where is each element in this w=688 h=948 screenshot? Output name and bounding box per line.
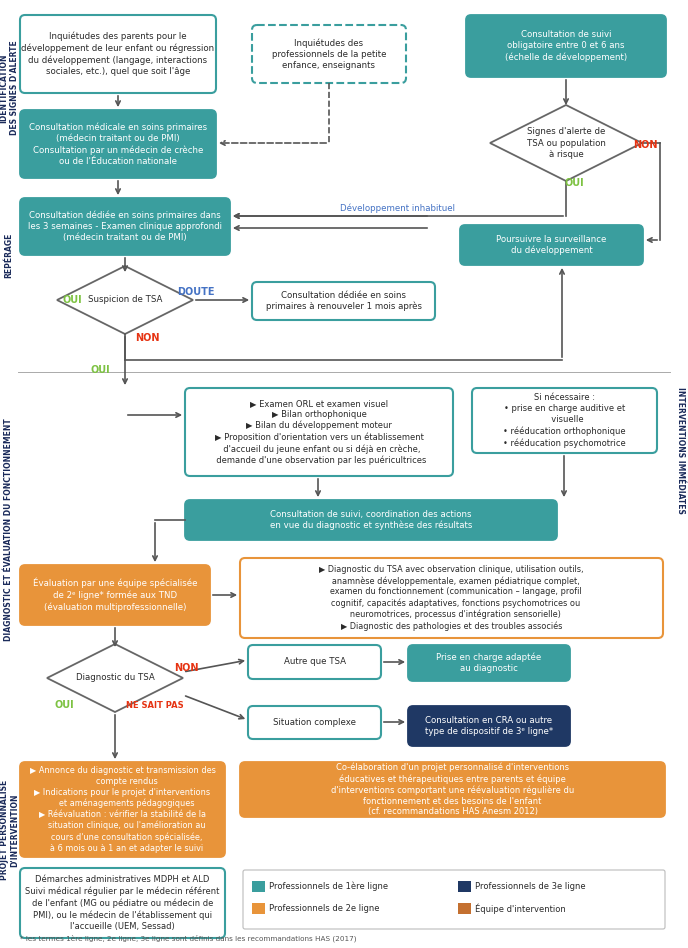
Text: NON: NON: [135, 333, 159, 343]
FancyBboxPatch shape: [408, 645, 570, 681]
Text: Professionnels de 3e ligne: Professionnels de 3e ligne: [475, 882, 585, 891]
Text: OUI: OUI: [54, 700, 74, 710]
Text: DIAGNOSTIC ET ÉVALUATION DU FONCTIONNEMENT: DIAGNOSTIC ET ÉVALUATION DU FONCTIONNEME…: [5, 419, 14, 642]
Text: Consultation en CRA ou autre
type de dispositif de 3ᵉ ligne*: Consultation en CRA ou autre type de dis…: [425, 716, 553, 736]
Bar: [252, 881, 265, 892]
FancyBboxPatch shape: [472, 388, 657, 453]
FancyBboxPatch shape: [20, 762, 225, 857]
FancyBboxPatch shape: [20, 110, 216, 178]
FancyBboxPatch shape: [185, 500, 557, 540]
FancyBboxPatch shape: [20, 15, 216, 93]
Text: Professionnels de 1ère ligne: Professionnels de 1ère ligne: [269, 882, 388, 891]
Text: Inquiétudes des parents pour le
développement de leur enfant ou régression
du dé: Inquiétudes des parents pour le développ…: [21, 32, 215, 76]
Text: * les termes 1ère ligne, 2e ligne, 3e ligne sont définis dans les recommandation: * les termes 1ère ligne, 2e ligne, 3e li…: [20, 934, 356, 941]
FancyBboxPatch shape: [240, 558, 663, 638]
Text: INTERVENTIONS IMMÉDIATES: INTERVENTIONS IMMÉDIATES: [676, 387, 685, 514]
Text: Signes d'alerte de
TSA ou population
à risque: Signes d'alerte de TSA ou population à r…: [526, 127, 605, 158]
Bar: [458, 903, 471, 914]
FancyBboxPatch shape: [408, 706, 570, 746]
FancyBboxPatch shape: [240, 762, 665, 817]
FancyBboxPatch shape: [248, 706, 381, 739]
Text: PROJET PERSONNALISÉ
D'INTERVENTION: PROJET PERSONNALISÉ D'INTERVENTION: [0, 780, 19, 880]
Text: Si nécessaire :
• prise en charge auditive et
  visuelle
• rééducation orthophon: Si nécessaire : • prise en charge auditi…: [503, 393, 626, 447]
Text: Démarches administratives MDPH et ALD
Suivi médical régulier par le médecin réfé: Démarches administratives MDPH et ALD Su…: [25, 875, 219, 931]
Text: NON: NON: [174, 663, 198, 673]
Text: ▶ Examen ORL et examen visuel
▶ Bilan orthophonique
▶ Bilan du développement mot: ▶ Examen ORL et examen visuel ▶ Bilan or…: [211, 399, 427, 465]
Text: Consultation médicale en soins primaires
(médecin traitant ou de PMI)
Consultati: Consultation médicale en soins primaires…: [29, 122, 207, 166]
Text: Consultation de suivi
obligatoire entre 0 et 6 ans
(échelle de développement): Consultation de suivi obligatoire entre …: [505, 30, 627, 62]
Text: Poursuivre la surveillance
du développement: Poursuivre la surveillance du développem…: [496, 234, 607, 255]
FancyBboxPatch shape: [20, 198, 230, 255]
Text: OUI: OUI: [62, 295, 82, 305]
Text: Inquiétudes des
professionnels de la petite
enfance, enseignants: Inquiétudes des professionnels de la pet…: [272, 38, 386, 70]
Bar: [252, 903, 265, 914]
Text: OUI: OUI: [90, 365, 110, 375]
FancyBboxPatch shape: [185, 388, 453, 476]
Text: DOUTE: DOUTE: [178, 287, 215, 297]
Text: Suspicion de TSA: Suspicion de TSA: [88, 296, 162, 304]
FancyBboxPatch shape: [20, 868, 225, 938]
Text: NON: NON: [633, 140, 657, 150]
Text: Diagnostic du TSA: Diagnostic du TSA: [76, 673, 154, 683]
Text: Consultation de suivi, coordination des actions
en vue du diagnostic et synthèse: Consultation de suivi, coordination des …: [270, 510, 472, 530]
Text: Évaluation par une équipe spécialisée
de 2ᵉ ligne* formée aux TND
(évaluation mu: Évaluation par une équipe spécialisée de…: [33, 578, 197, 612]
FancyBboxPatch shape: [460, 225, 643, 265]
Polygon shape: [57, 266, 193, 334]
Text: Prise en charge adaptée
au diagnostic: Prise en charge adaptée au diagnostic: [436, 653, 541, 673]
Bar: [458, 881, 471, 892]
FancyBboxPatch shape: [466, 15, 666, 77]
Text: Consultation dédiée en soins primaires dans
les 3 semaines - Examen clinique app: Consultation dédiée en soins primaires d…: [28, 210, 222, 243]
Text: ▶ Diagnostic du TSA avec observation clinique, utilisation outils,
   anamnèse d: ▶ Diagnostic du TSA avec observation cli…: [319, 565, 584, 630]
FancyBboxPatch shape: [20, 565, 210, 625]
Polygon shape: [47, 644, 183, 712]
Text: NE SAIT PAS: NE SAIT PAS: [126, 702, 184, 710]
Text: ▶ Annonce du diagnostic et transmission des
   compte rendus
▶ Indications pour : ▶ Annonce du diagnostic et transmission …: [30, 766, 215, 852]
Text: REPÉRAGE: REPÉRAGE: [5, 232, 14, 278]
FancyBboxPatch shape: [248, 645, 381, 679]
FancyBboxPatch shape: [243, 870, 665, 929]
Text: Professionnels de 2e ligne: Professionnels de 2e ligne: [269, 904, 380, 913]
Text: Équipe d'intervention: Équipe d'intervention: [475, 903, 566, 914]
Text: OUI: OUI: [564, 178, 584, 188]
Text: IDENTIFICATION
DES SIGNES D'ALERTE: IDENTIFICATION DES SIGNES D'ALERTE: [0, 41, 19, 136]
Polygon shape: [490, 105, 642, 181]
FancyBboxPatch shape: [252, 282, 435, 320]
Text: Co-élaboration d'un projet personnalisé d'interventions
éducatives et thérapeuti: Co-élaboration d'un projet personnalisé …: [331, 762, 574, 816]
FancyBboxPatch shape: [252, 25, 406, 83]
Text: Autre que TSA: Autre que TSA: [283, 658, 345, 666]
Text: Consultation dédiée en soins
primaires à renouveler 1 mois après: Consultation dédiée en soins primaires à…: [266, 291, 422, 311]
Text: Situation complexe: Situation complexe: [273, 718, 356, 727]
Text: Développement inhabituel: Développement inhabituel: [341, 203, 455, 212]
